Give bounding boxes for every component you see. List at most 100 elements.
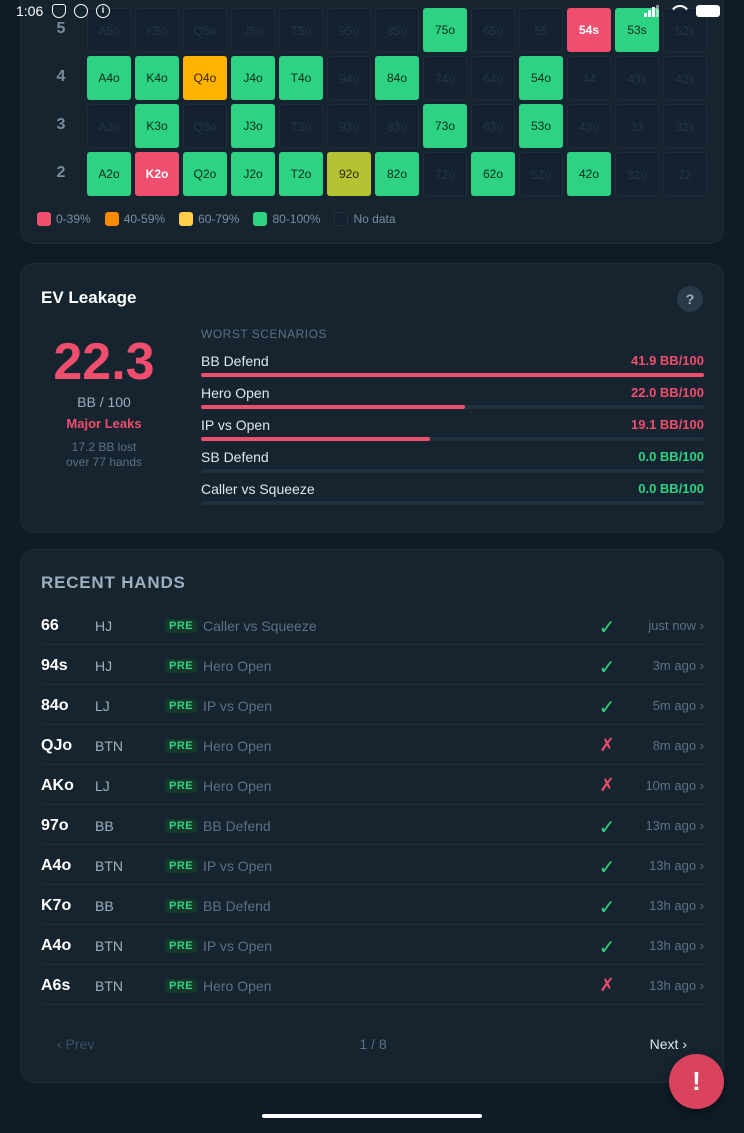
hand-row[interactable]: QJo BTN PRE Hero Open ✗ 8m ago ›: [41, 725, 704, 765]
hand-cell-K4o[interactable]: K4o: [135, 56, 179, 100]
hand-cell-J2o[interactable]: J2o: [231, 152, 275, 196]
hand-cell-J4o[interactable]: J4o: [231, 56, 275, 100]
hand-cell-K2o[interactable]: K2o: [135, 152, 179, 196]
hand-row[interactable]: 84o LJ PRE IP vs Open ✓ 5m ago ›: [41, 685, 704, 725]
hand-row[interactable]: A4o BTN PRE IP vs Open ✓ 13h ago ›: [41, 925, 704, 965]
scenario-row: Caller vs Squeeze 0.0 BB/100: [201, 481, 704, 513]
grid-row-label: 2: [56, 164, 66, 181]
hand-cell-94o[interactable]: 94o: [327, 56, 371, 100]
hand-cell-K3o[interactable]: K3o: [135, 104, 179, 148]
hand-scenario: Caller vs Squeeze: [203, 618, 317, 634]
hand-cell-T5o[interactable]: T5o: [279, 8, 323, 52]
hand-cell-95o[interactable]: 95o: [327, 8, 371, 52]
hand-cell-A4o[interactable]: A4o: [87, 56, 131, 100]
legend-label: 80-100%: [272, 212, 321, 226]
hand-cell-Q4o[interactable]: Q4o: [183, 56, 227, 100]
cross-icon: ✗: [599, 975, 615, 995]
hand-cell-82o[interactable]: 82o: [375, 152, 419, 196]
hand-row[interactable]: A4o BTN PRE IP vs Open ✓ 13h ago ›: [41, 845, 704, 885]
hand-cell-K5o[interactable]: K5o: [135, 8, 179, 52]
hand-cell-62o[interactable]: 62o: [471, 152, 515, 196]
hand-row[interactable]: K7o BB PRE BB Defend ✓ 13h ago ›: [41, 885, 704, 925]
hand-cell-Q5o[interactable]: Q5o: [183, 8, 227, 52]
hand-cell-Q3o[interactable]: Q3o: [183, 104, 227, 148]
scenario-bar-fill: [201, 437, 431, 441]
hand-cell-44[interactable]: 44: [567, 56, 611, 100]
scenario-value: 19.1 BB/100: [631, 417, 704, 432]
hand-cell-63o[interactable]: 63o: [471, 104, 515, 148]
hand-cell-53s[interactable]: 53s: [615, 8, 659, 52]
hand-cell-64o[interactable]: 64o: [471, 56, 515, 100]
hand-cell-T2o[interactable]: T2o: [279, 152, 323, 196]
hand-time: 5m ago ›: [652, 698, 704, 713]
status-time: 1:06: [16, 3, 44, 19]
hand-cell-43o[interactable]: 43o: [567, 104, 611, 148]
legend-item: No data: [334, 212, 396, 226]
check-icon: ✓: [598, 857, 616, 879]
hand-row[interactable]: 94s HJ PRE Hero Open ✓ 3m ago ›: [41, 645, 704, 685]
hand-cards: 66: [41, 617, 59, 634]
hand-cell-T3o[interactable]: T3o: [279, 104, 323, 148]
hand-cell-J3o[interactable]: J3o: [231, 104, 275, 148]
hand-scenario: IP vs Open: [203, 938, 273, 954]
scenario-name: Hero Open: [201, 385, 270, 401]
scenario-bar-track: [201, 469, 704, 473]
legend-label: 40-59%: [123, 212, 166, 226]
check-icon: ✓: [598, 657, 616, 679]
street-badge: PRE: [165, 939, 198, 953]
recent-hands-card: RECENT HANDS 66 HJ PRE Caller vs Squeeze ✓ ju…: [20, 549, 724, 1083]
hand-position: LJ: [95, 778, 110, 794]
hand-row[interactable]: A6s BTN PRE Hero Open ✗ 13h ago ›: [41, 965, 704, 1005]
street-badge: PRE: [165, 779, 198, 793]
help-icon[interactable]: ?: [677, 286, 703, 312]
hand-cell-54s[interactable]: 54s: [567, 8, 611, 52]
ev-leakage-status: Major Leaks: [66, 416, 142, 431]
hand-cell-84o[interactable]: 84o: [375, 56, 419, 100]
report-issue-button[interactable]: !: [669, 1054, 724, 1109]
hand-cell-54o[interactable]: 54o: [519, 56, 563, 100]
hand-cell-T4o[interactable]: T4o: [279, 56, 323, 100]
hand-cell-55[interactable]: 55: [519, 8, 563, 52]
scenario-bar-track: [201, 373, 704, 377]
hand-cell-32o[interactable]: 32o: [615, 152, 659, 196]
hand-cell-A5o[interactable]: A5o: [87, 8, 131, 52]
hand-cell-42o[interactable]: 42o: [567, 152, 611, 196]
hand-cell-J5o[interactable]: J5o: [231, 8, 275, 52]
hand-cell-52o[interactable]: 52o: [519, 152, 563, 196]
legend-swatch: [334, 212, 349, 226]
hand-cell-73o[interactable]: 73o: [423, 104, 467, 148]
ev-leakage-title: EV Leakage: [41, 288, 137, 307]
hand-cell-33[interactable]: 33: [615, 104, 659, 148]
wifi-icon: [670, 5, 686, 17]
hand-cell-75o[interactable]: 75o: [423, 8, 467, 52]
status-bar: 1:06 i: [0, 0, 744, 24]
hand-position: HJ: [95, 658, 113, 674]
hand-cell-72o[interactable]: 72o: [423, 152, 467, 196]
next-page-button[interactable]: Next ›: [649, 1036, 687, 1052]
hand-scenario: IP vs Open: [203, 698, 273, 714]
hand-row[interactable]: AKo LJ PRE Hero Open ✗ 10m ago ›: [41, 765, 704, 805]
hand-cell-A3o[interactable]: A3o: [87, 104, 131, 148]
hand-cell-22[interactable]: 22: [663, 152, 707, 196]
cross-icon: ✗: [599, 775, 615, 795]
hand-cell-85o[interactable]: 85o: [375, 8, 419, 52]
hand-cell-A2o[interactable]: A2o: [87, 152, 131, 196]
scenario-name: SB Defend: [201, 449, 269, 465]
hand-cell-53o[interactable]: 53o: [519, 104, 563, 148]
hand-cell-65o[interactable]: 65o: [471, 8, 515, 52]
hand-row[interactable]: 66 HJ PRE Caller vs Squeeze ✓ just now ›: [41, 605, 704, 645]
hand-cell-83o[interactable]: 83o: [375, 104, 419, 148]
hand-cell-92o[interactable]: 92o: [327, 152, 371, 196]
hand-cell-93o[interactable]: 93o: [327, 104, 371, 148]
hand-cell-Q2o[interactable]: Q2o: [183, 152, 227, 196]
hand-scenario: Hero Open: [203, 778, 272, 794]
hand-cell-43s[interactable]: 43s: [615, 56, 659, 100]
hand-cell-42s[interactable]: 42s: [663, 56, 707, 100]
home-indicator[interactable]: [262, 1114, 482, 1118]
hand-cell-74o[interactable]: 74o: [423, 56, 467, 100]
scenario-bar-track: [201, 437, 704, 441]
prev-page-button[interactable]: ‹ Prev: [57, 1036, 95, 1052]
hand-row[interactable]: 97o BB PRE BB Defend ✓ 13m ago ›: [41, 805, 704, 845]
hand-cell-32s[interactable]: 32s: [663, 104, 707, 148]
check-icon: ✓: [598, 817, 616, 839]
